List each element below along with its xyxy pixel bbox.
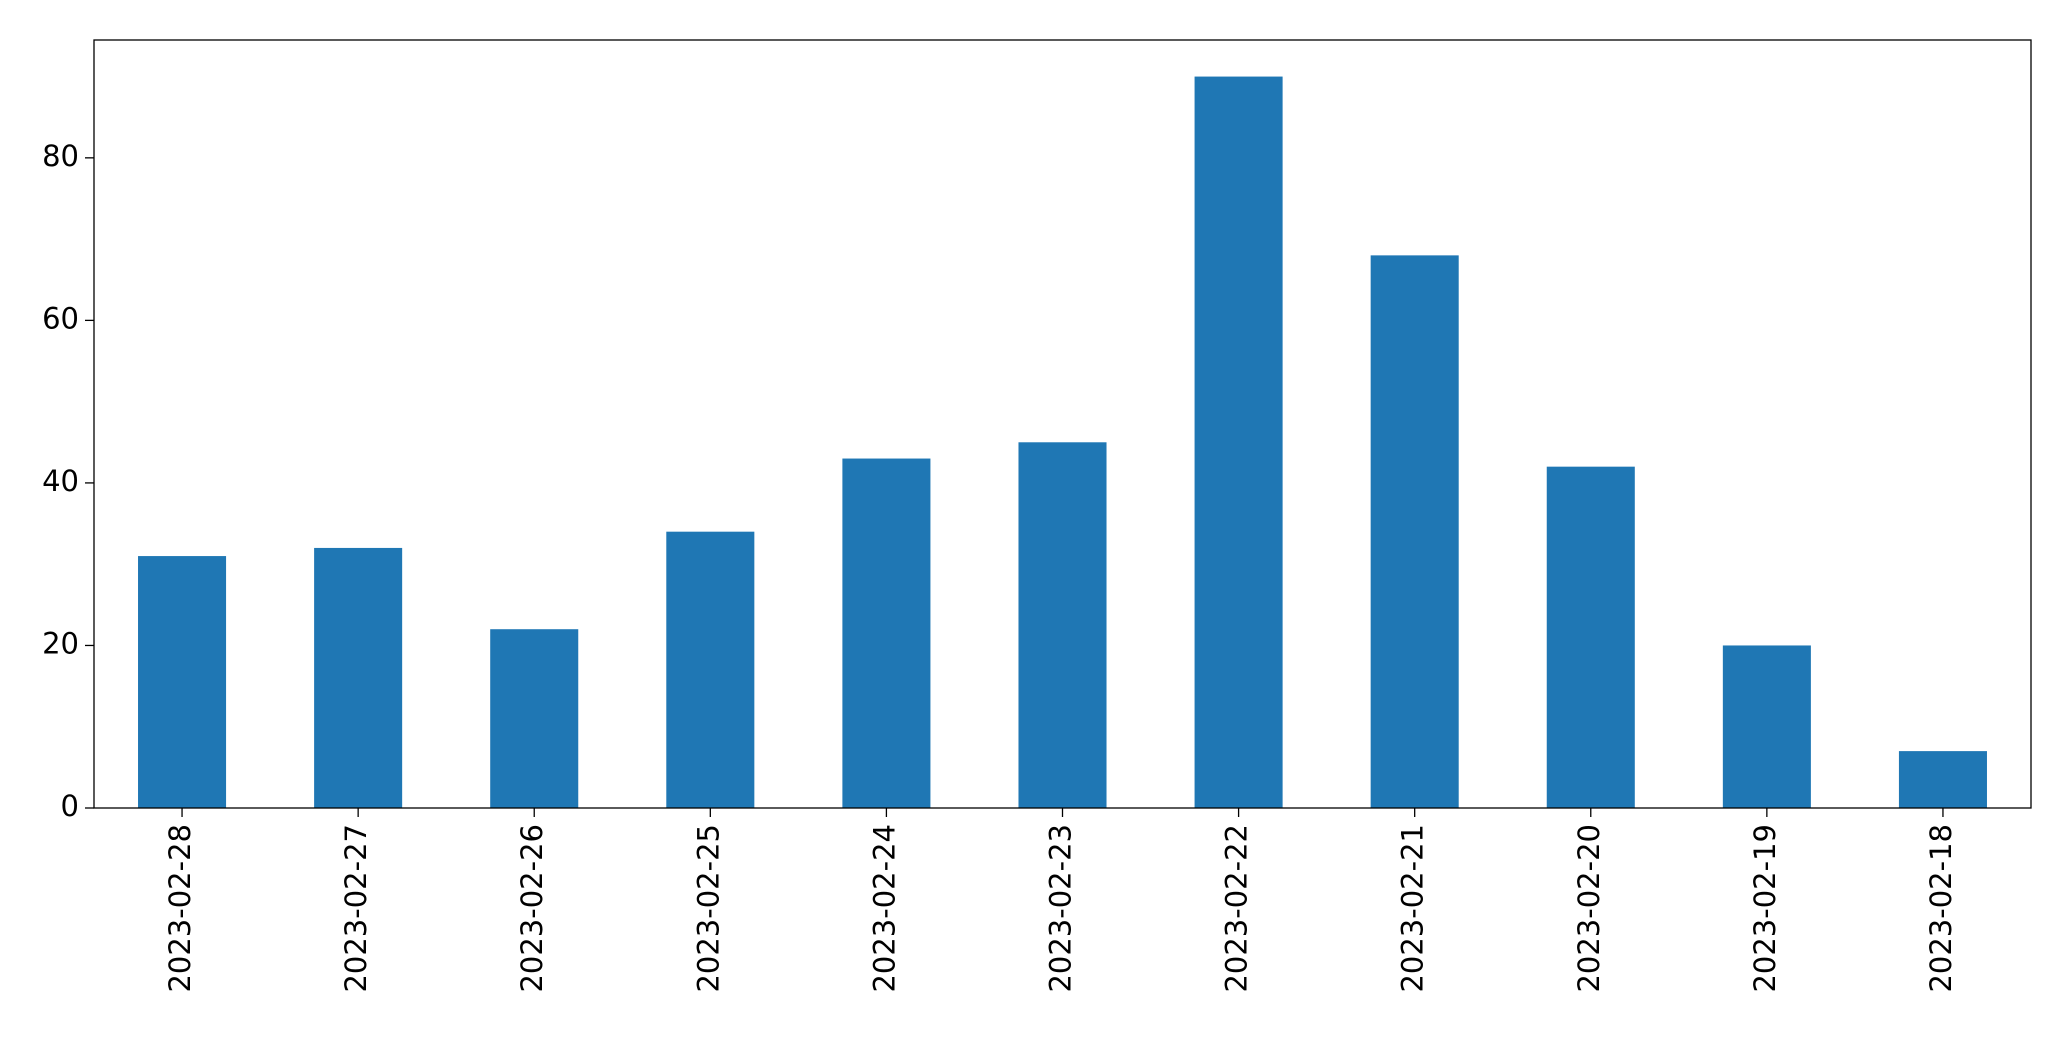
x-tick-label: 2023-02-24 bbox=[867, 824, 901, 993]
bar bbox=[138, 556, 227, 808]
bar bbox=[490, 629, 579, 808]
x-tick-label: 2023-02-28 bbox=[163, 824, 197, 993]
bar bbox=[314, 547, 403, 808]
plot-frame bbox=[93, 39, 2032, 809]
bar bbox=[1018, 442, 1107, 808]
y-tick-label: 40 bbox=[42, 464, 79, 498]
bar bbox=[1194, 76, 1283, 809]
x-tick-label: 2023-02-19 bbox=[1748, 824, 1782, 993]
bar bbox=[1722, 645, 1811, 808]
y-tick-label: 60 bbox=[42, 301, 79, 335]
bar bbox=[666, 531, 755, 808]
y-tick-label: 20 bbox=[42, 626, 79, 660]
bar bbox=[842, 458, 931, 808]
x-tick-label: 2023-02-23 bbox=[1044, 824, 1078, 993]
bar bbox=[1370, 255, 1459, 808]
x-tick-label: 2023-02-21 bbox=[1396, 824, 1430, 993]
x-tick-label: 2023-02-27 bbox=[339, 824, 373, 993]
x-tick-label: 2023-02-18 bbox=[1924, 824, 1958, 993]
x-tick-label: 2023-02-25 bbox=[691, 824, 725, 993]
x-tick-label: 2023-02-20 bbox=[1572, 824, 1606, 993]
bar bbox=[1546, 466, 1635, 808]
y-tick-label: 0 bbox=[61, 789, 79, 823]
bar bbox=[1898, 751, 1987, 808]
y-tick-label: 80 bbox=[42, 139, 79, 173]
x-tick-label: 2023-02-22 bbox=[1220, 824, 1254, 993]
x-tick-label: 2023-02-26 bbox=[515, 824, 549, 993]
